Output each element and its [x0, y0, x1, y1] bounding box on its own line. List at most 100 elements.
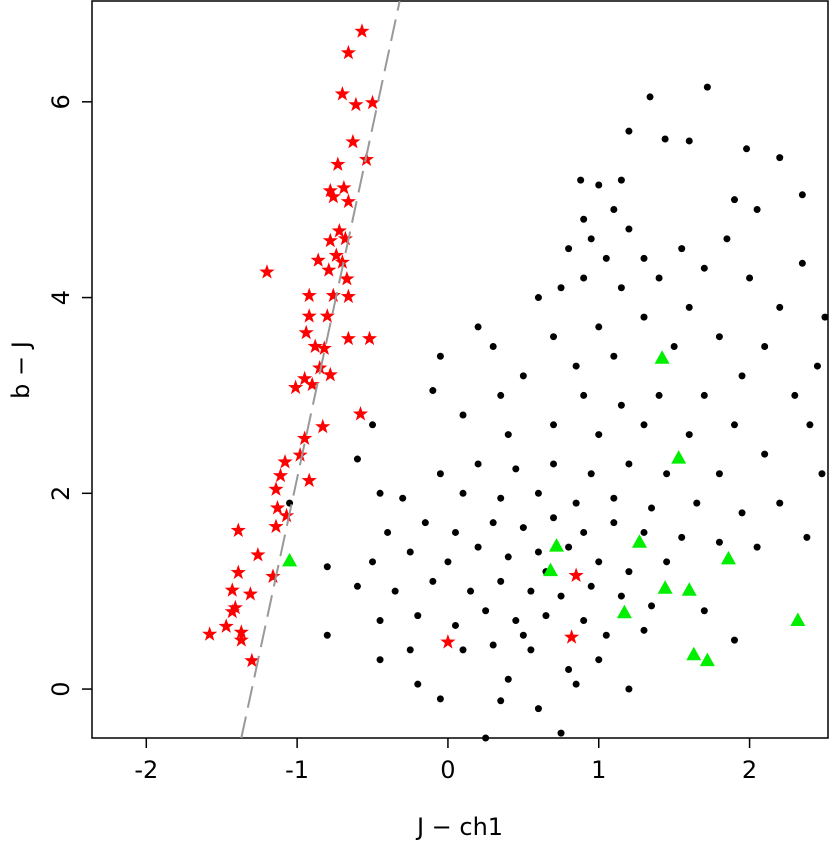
point: [610, 519, 618, 527]
point: [512, 617, 520, 625]
point: [391, 587, 399, 595]
point: [595, 323, 603, 331]
star-point: [244, 652, 260, 668]
point: [534, 294, 542, 302]
y-tick-label: 2: [47, 486, 75, 501]
point: [803, 533, 811, 541]
star-point: [568, 567, 584, 582]
star-point: [242, 586, 258, 601]
triangle-point: [631, 534, 647, 548]
point: [648, 504, 656, 512]
point: [595, 431, 603, 439]
point: [534, 705, 542, 713]
point: [557, 284, 565, 292]
star-point: [440, 634, 456, 649]
point: [534, 489, 542, 497]
point: [743, 145, 751, 153]
triangle-point: [657, 580, 673, 594]
point: [436, 470, 444, 478]
point: [685, 303, 693, 311]
star-point: [316, 340, 332, 355]
point: [376, 489, 384, 497]
plot-frame: [91, 0, 829, 739]
star-point: [307, 338, 323, 353]
y-tick-label: 4: [47, 290, 75, 305]
point: [414, 612, 422, 620]
point: [738, 509, 746, 517]
point: [648, 602, 656, 610]
x-tick-label: -2: [134, 756, 158, 784]
point: [429, 387, 437, 395]
point: [595, 181, 603, 189]
point: [655, 274, 663, 282]
dashed-line: [240, 1, 401, 738]
point: [467, 587, 475, 595]
point: [655, 391, 663, 399]
star-point: [322, 366, 338, 382]
triangle-point: [542, 562, 558, 577]
point: [617, 592, 625, 600]
star-point: [265, 568, 281, 583]
point: [519, 631, 527, 639]
point: [776, 154, 784, 162]
point: [738, 372, 746, 380]
point: [806, 421, 814, 429]
star-point: [322, 182, 338, 198]
point: [542, 612, 550, 620]
point: [384, 528, 392, 536]
star-point: [330, 156, 346, 171]
point: [715, 333, 723, 341]
point: [451, 528, 459, 536]
point: [459, 646, 467, 654]
point: [369, 558, 377, 566]
point: [497, 494, 505, 502]
star-point: [297, 370, 313, 386]
triangle-point: [699, 652, 715, 667]
point: [715, 538, 723, 546]
star-point: [224, 603, 240, 619]
point: [663, 470, 671, 478]
star-point: [233, 632, 249, 647]
point: [617, 401, 625, 409]
triangle-point: [549, 538, 565, 552]
point: [406, 646, 414, 654]
point: [821, 313, 829, 321]
point: [444, 558, 452, 566]
point: [670, 342, 678, 350]
point: [459, 489, 467, 497]
star-point: [564, 629, 580, 644]
point: [406, 548, 414, 556]
star-point: [268, 481, 284, 496]
point: [730, 421, 738, 429]
star-point: [339, 271, 355, 286]
point: [813, 362, 821, 370]
star-point: [218, 618, 234, 633]
point: [798, 259, 806, 267]
point: [625, 460, 633, 468]
x-tick-label: 0: [440, 756, 455, 784]
point: [572, 499, 580, 507]
point: [565, 543, 573, 551]
star-point: [322, 232, 338, 248]
point: [482, 734, 490, 742]
star-point: [230, 522, 246, 537]
point: [587, 235, 595, 243]
point: [550, 514, 558, 522]
point: [557, 729, 565, 737]
point: [489, 519, 497, 527]
star-point: [361, 330, 378, 346]
point: [776, 303, 784, 311]
star-point: [230, 564, 246, 580]
point: [565, 245, 573, 253]
point: [723, 235, 731, 243]
point: [376, 617, 384, 625]
point: [685, 431, 693, 439]
point: [519, 372, 527, 380]
point: [818, 470, 826, 478]
star-point: [340, 330, 356, 346]
point: [429, 577, 437, 585]
star-point: [268, 518, 284, 534]
star-point: [301, 472, 317, 488]
point: [580, 528, 588, 536]
point: [685, 137, 693, 145]
